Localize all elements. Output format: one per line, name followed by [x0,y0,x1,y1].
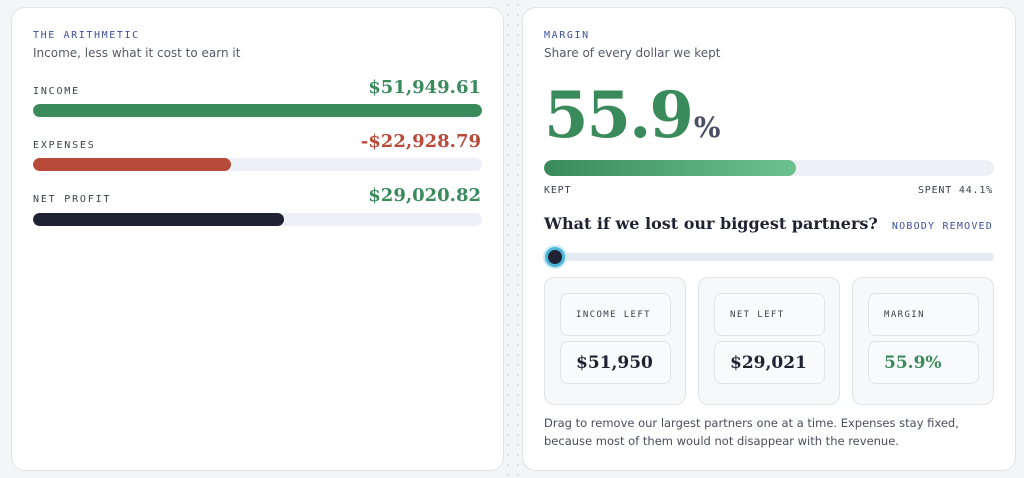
spent-label: SPENT 44.1% [917,185,993,196]
slider-explanation: Drag to remove our largest partners one … [544,416,959,448]
stat-net-left-value: $29,021 [730,352,807,373]
net-profit-bar-fill [33,213,284,226]
expenses-amount: -$22,928.79 [360,131,481,152]
kept-label: KEPT [544,185,572,196]
margin-subtitle: Share of every dollar we kept [544,46,721,60]
net-profit-bar-track [33,213,482,226]
margin-big-value: 55.9% [544,78,720,153]
stat-value-pill: $29,021 [714,341,825,384]
arithmetic-kicker: THE ARITHMETIC [33,30,140,41]
stat-income-left-name: INCOME LEFT [576,309,652,320]
arithmetic-subtitle: Income, less what it cost to earn it [33,46,241,60]
stat-name-pill: NET LEFT [714,293,825,336]
expenses-bar-fill [33,158,232,171]
stat-margin-value: 55.9% [884,352,942,373]
stat-income-left: INCOME LEFT $51,950 [544,277,686,405]
stat-name-pill: INCOME LEFT [560,293,671,336]
net-profit-label: NET PROFIT [33,194,112,205]
stat-margin: MARGIN 55.9% [852,277,994,405]
expenses-label: EXPENSES [33,140,96,151]
partners-slider-thumb[interactable] [545,247,565,267]
margin-bar-fill [544,160,796,176]
stat-net-left: NET LEFT $29,021 [698,277,840,405]
margin-card: MARGIN Share of every dollar we kept 55.… [522,7,1016,471]
stat-income-left-value: $51,950 [576,352,653,373]
income-amount: $51,949.61 [368,77,481,98]
margin-bar-track [544,160,994,176]
income-bar-fill [33,104,482,117]
stat-name-pill: MARGIN [868,293,979,336]
margin-unit: % [693,111,721,144]
net-profit-amount: $29,020.82 [368,185,481,206]
margin-kicker: MARGIN [544,30,590,41]
income-label: INCOME [33,86,80,97]
stat-value-pill: 55.9% [868,341,979,384]
background-dot-grid [503,0,523,478]
stat-net-left-name: NET LEFT [730,309,785,320]
partners-slider-track[interactable] [544,253,994,261]
expenses-bar-track [33,158,482,171]
stat-margin-name: MARGIN [884,309,925,320]
stat-value-pill: $51,950 [560,341,671,384]
margin-value: 55.9 [544,78,694,153]
arithmetic-card: THE ARITHMETIC Income, less what it cost… [11,7,504,471]
income-bar-track [33,104,482,117]
removed-status: NOBODY REMOVED [891,221,993,232]
scenario-question: What if we lost our biggest partners? [544,214,878,233]
